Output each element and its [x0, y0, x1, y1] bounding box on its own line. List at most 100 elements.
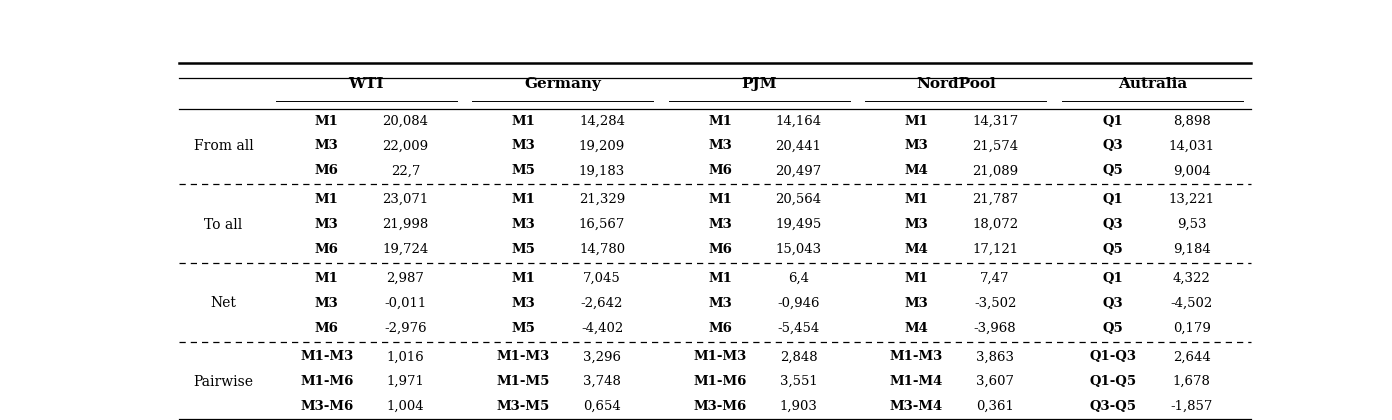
Text: M1: M1 — [315, 272, 338, 285]
Text: M1-M6: M1-M6 — [301, 375, 354, 388]
Text: M1: M1 — [905, 272, 928, 285]
Text: M3: M3 — [511, 218, 536, 231]
Text: -4,502: -4,502 — [1171, 297, 1212, 310]
Text: M3-M4: M3-M4 — [889, 400, 944, 413]
Text: Q3: Q3 — [1102, 139, 1123, 152]
Text: 14,164: 14,164 — [775, 115, 821, 128]
Text: From all: From all — [193, 139, 253, 153]
Text: -3,968: -3,968 — [974, 322, 1016, 335]
Text: 22,009: 22,009 — [383, 139, 429, 152]
Text: M3: M3 — [709, 297, 732, 310]
Text: Autralia: Autralia — [1118, 77, 1187, 91]
Text: M1: M1 — [905, 193, 928, 206]
Text: M4: M4 — [905, 164, 928, 177]
Text: NordPool: NordPool — [916, 77, 995, 91]
Text: M6: M6 — [709, 164, 732, 177]
Text: 20,084: 20,084 — [383, 115, 429, 128]
Text: 9,004: 9,004 — [1173, 164, 1211, 177]
Text: 20,564: 20,564 — [775, 193, 821, 206]
Text: 1,678: 1,678 — [1172, 375, 1211, 388]
Text: Q1: Q1 — [1102, 193, 1123, 206]
Text: 2,644: 2,644 — [1173, 350, 1211, 363]
Text: 21,998: 21,998 — [383, 218, 429, 231]
Text: 20,441: 20,441 — [775, 139, 821, 152]
Text: 14,031: 14,031 — [1169, 139, 1215, 152]
Text: M1-M5: M1-M5 — [497, 375, 550, 388]
Text: Pairwise: Pairwise — [193, 375, 253, 389]
Text: Q3: Q3 — [1102, 297, 1123, 310]
Text: M3: M3 — [315, 139, 338, 152]
Text: 0,361: 0,361 — [976, 400, 1013, 413]
Text: 20,497: 20,497 — [775, 164, 821, 177]
Text: 15,043: 15,043 — [775, 243, 821, 256]
Text: M1: M1 — [315, 193, 338, 206]
Text: Q1: Q1 — [1102, 272, 1123, 285]
Text: 9,184: 9,184 — [1173, 243, 1211, 256]
Text: Q3-Q5: Q3-Q5 — [1090, 400, 1136, 413]
Text: PJM: PJM — [742, 77, 777, 91]
Text: M1: M1 — [511, 193, 536, 206]
Text: 1,016: 1,016 — [387, 350, 425, 363]
Text: M1-M4: M1-M4 — [889, 375, 944, 388]
Text: Q5: Q5 — [1102, 243, 1123, 256]
Text: M1-M6: M1-M6 — [693, 375, 746, 388]
Text: WTI: WTI — [348, 77, 384, 91]
Text: M6: M6 — [315, 322, 338, 335]
Text: 19,183: 19,183 — [579, 164, 625, 177]
Text: 1,004: 1,004 — [387, 400, 425, 413]
Text: M3: M3 — [315, 218, 338, 231]
Text: 18,072: 18,072 — [972, 218, 1018, 231]
Text: 3,863: 3,863 — [976, 350, 1015, 363]
Text: Net: Net — [210, 296, 237, 310]
Text: Q3: Q3 — [1102, 218, 1123, 231]
Text: M5: M5 — [511, 243, 536, 256]
Text: M4: M4 — [905, 243, 928, 256]
Text: -2,976: -2,976 — [384, 322, 427, 335]
Text: 7,045: 7,045 — [583, 272, 621, 285]
Text: M1: M1 — [315, 115, 338, 128]
Text: -0,946: -0,946 — [777, 297, 820, 310]
Text: M6: M6 — [315, 243, 338, 256]
Text: 22,7: 22,7 — [391, 164, 420, 177]
Text: 21,787: 21,787 — [972, 193, 1018, 206]
Text: 4,322: 4,322 — [1173, 272, 1211, 285]
Text: -4,402: -4,402 — [580, 322, 624, 335]
Text: M1: M1 — [709, 115, 732, 128]
Text: 17,121: 17,121 — [972, 243, 1018, 256]
Text: Q1: Q1 — [1102, 115, 1123, 128]
Text: M3: M3 — [905, 218, 928, 231]
Text: 14,317: 14,317 — [972, 115, 1018, 128]
Text: M3: M3 — [709, 218, 732, 231]
Text: 3,551: 3,551 — [780, 375, 817, 388]
Text: M1: M1 — [709, 272, 732, 285]
Text: 16,567: 16,567 — [579, 218, 625, 231]
Text: 21,089: 21,089 — [972, 164, 1018, 177]
Text: 3,607: 3,607 — [976, 375, 1015, 388]
Text: M3-M6: M3-M6 — [301, 400, 354, 413]
Text: Q1-Q3: Q1-Q3 — [1090, 350, 1136, 363]
Text: M5: M5 — [511, 164, 536, 177]
Text: M3: M3 — [905, 139, 928, 152]
Text: -3,502: -3,502 — [974, 297, 1016, 310]
Text: M3-M5: M3-M5 — [497, 400, 550, 413]
Text: 8,898: 8,898 — [1173, 115, 1211, 128]
Text: 19,724: 19,724 — [383, 243, 429, 256]
Text: M1: M1 — [709, 193, 732, 206]
Text: M1-M3: M1-M3 — [301, 350, 354, 363]
Text: M5: M5 — [511, 322, 536, 335]
Text: M3: M3 — [511, 297, 536, 310]
Text: M6: M6 — [709, 243, 732, 256]
Text: M3: M3 — [511, 139, 536, 152]
Text: M3-M6: M3-M6 — [693, 400, 746, 413]
Text: M3: M3 — [315, 297, 338, 310]
Text: M3: M3 — [709, 139, 732, 152]
Text: 14,780: 14,780 — [579, 243, 625, 256]
Text: -0,011: -0,011 — [384, 297, 426, 310]
Text: Q5: Q5 — [1102, 164, 1123, 177]
Text: 1,903: 1,903 — [780, 400, 817, 413]
Text: 23,071: 23,071 — [383, 193, 429, 206]
Text: M1: M1 — [511, 115, 536, 128]
Text: -1,857: -1,857 — [1171, 400, 1212, 413]
Text: M1-M3: M1-M3 — [693, 350, 746, 363]
Text: M1-M3: M1-M3 — [889, 350, 944, 363]
